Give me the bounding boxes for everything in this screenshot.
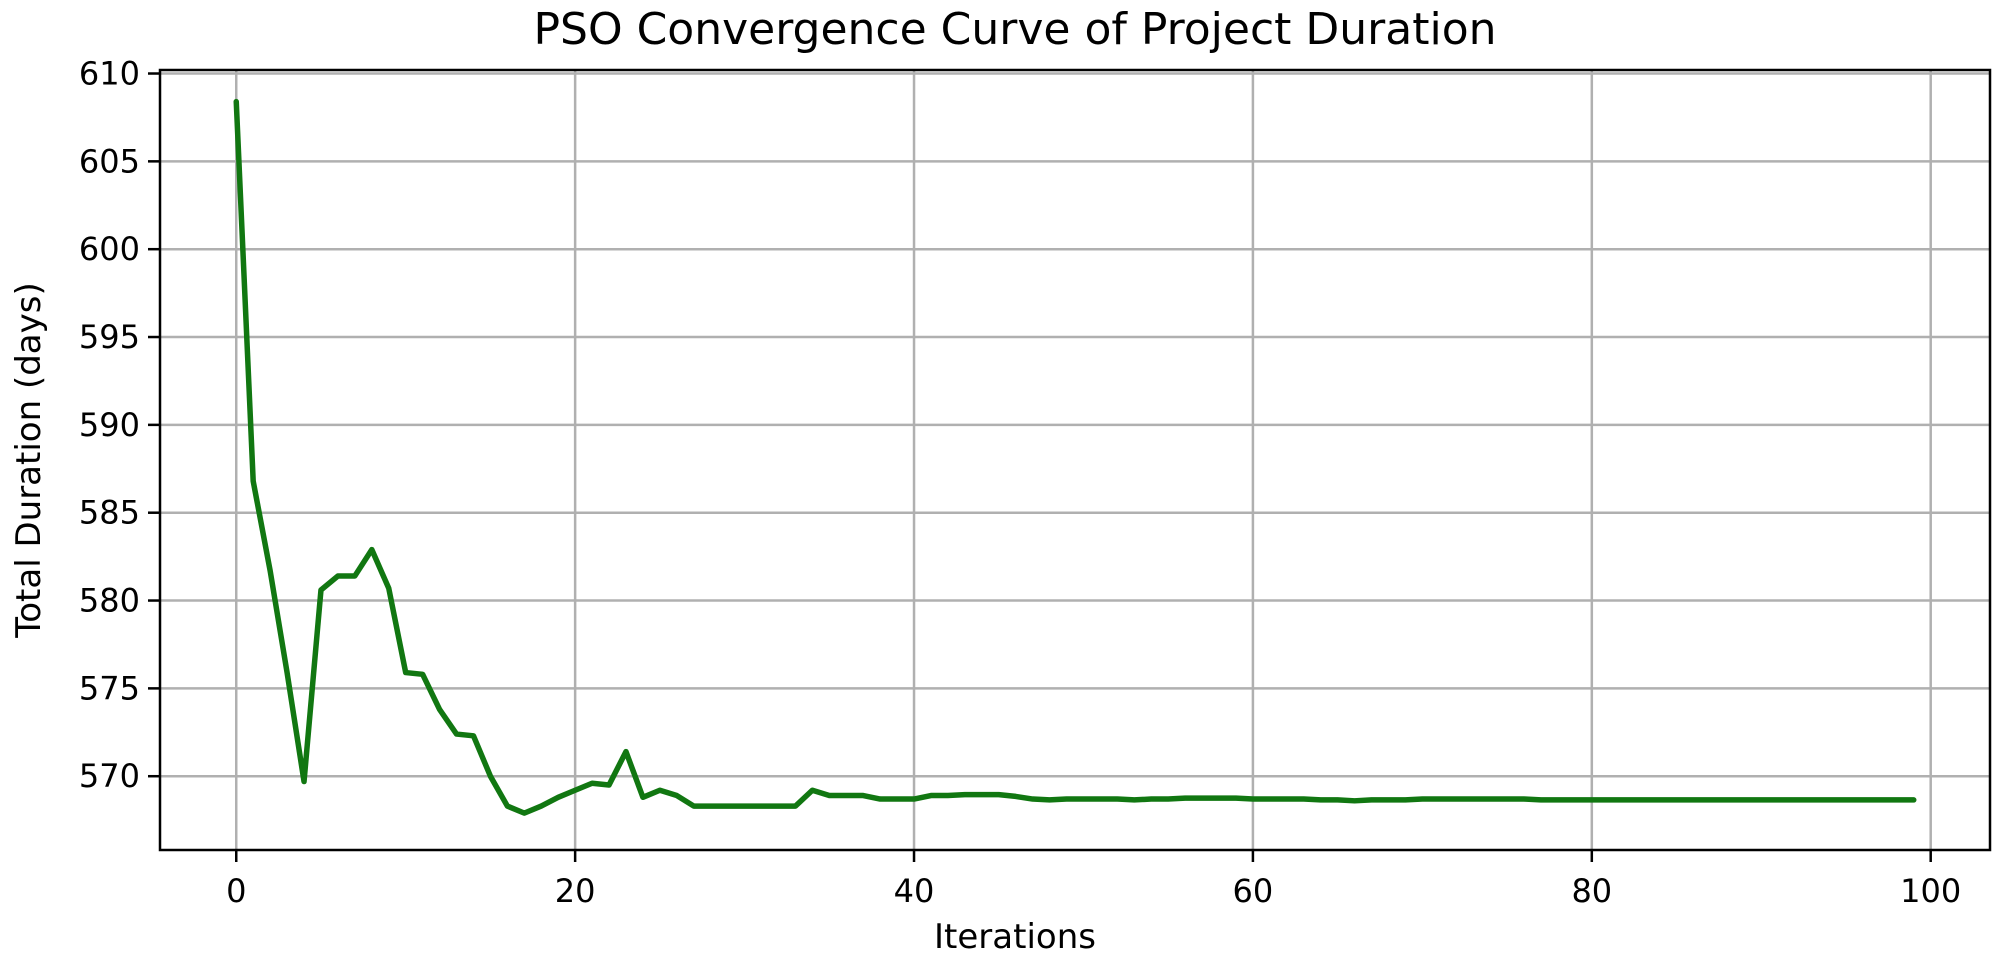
grid (160, 70, 1990, 850)
y-tick-label: 610 (79, 55, 140, 93)
chart-title: PSO Convergence Curve of Project Duratio… (534, 4, 1497, 55)
y-tick-label: 600 (79, 230, 140, 268)
x-tick-label: 80 (1571, 872, 1612, 910)
y-tick-label: 595 (79, 318, 140, 356)
y-tick-label: 585 (79, 494, 140, 532)
x-axis-label: Iterations (934, 917, 1096, 957)
y-tick-label: 590 (79, 406, 140, 444)
series-line (233, 98, 1917, 816)
x-tick-label: 60 (1233, 872, 1274, 910)
series-layer (233, 98, 1917, 816)
x-tick-label: 100 (1900, 872, 1961, 910)
x-tick-label: 40 (894, 872, 935, 910)
y-axis-label: Total Duration (days) (9, 282, 49, 638)
x-tick-label: 0 (226, 872, 246, 910)
y-tick-label: 580 (79, 582, 140, 620)
x-tick-label: 20 (555, 872, 596, 910)
y-tick-label: 570 (79, 757, 140, 795)
y-tick-label: 575 (79, 669, 140, 707)
plot-frame (158, 68, 1992, 852)
ticks: 0 20 40 60 80 100 570 575 580 585 590 595 600 605 610 (79, 55, 1961, 910)
y-tick-label: 605 (79, 142, 140, 180)
